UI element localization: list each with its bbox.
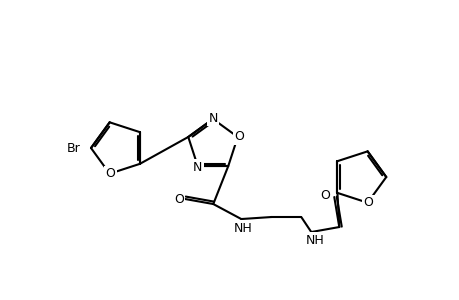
Text: NH: NH bbox=[305, 233, 324, 247]
Text: NH: NH bbox=[233, 221, 252, 235]
Text: O: O bbox=[174, 193, 184, 206]
Text: N: N bbox=[208, 112, 217, 124]
Text: O: O bbox=[106, 167, 115, 180]
Text: O: O bbox=[233, 130, 243, 143]
Text: Br: Br bbox=[67, 142, 81, 154]
Text: N: N bbox=[193, 160, 202, 173]
Text: O: O bbox=[363, 196, 373, 209]
Text: O: O bbox=[319, 188, 330, 202]
